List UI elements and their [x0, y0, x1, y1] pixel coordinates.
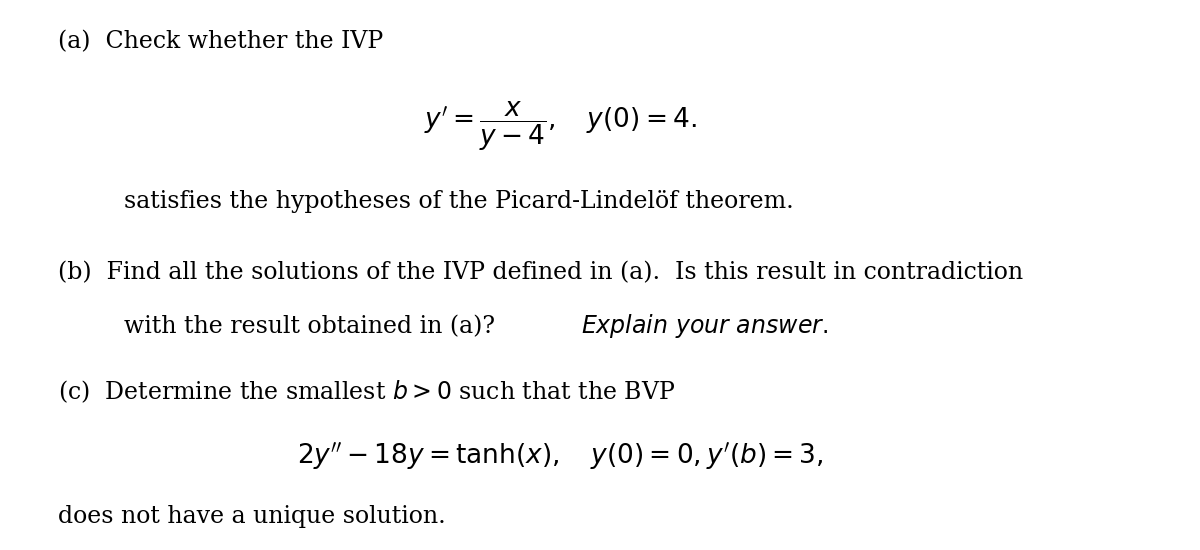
Text: (b)  Find all the solutions of the IVP defined in (a).  Is this result in contra: (b) Find all the solutions of the IVP de… [58, 261, 1022, 284]
Text: (a)  Check whether the IVP: (a) Check whether the IVP [58, 31, 383, 53]
Text: (c)  Determine the smallest $b > 0$ such that the BVP: (c) Determine the smallest $b > 0$ such … [58, 378, 674, 405]
Text: does not have a unique solution.: does not have a unique solution. [58, 504, 445, 527]
Text: with the result obtained in (a)?: with the result obtained in (a)? [125, 315, 503, 338]
Text: $2y'' - 18y = \tanh(x), \quad y(0) = 0, y'(b) = 3,$: $2y'' - 18y = \tanh(x), \quad y(0) = 0, … [296, 441, 823, 472]
Text: satisfies the hypotheses of the Picard-Lindelöf theorem.: satisfies the hypotheses of the Picard-L… [125, 190, 794, 213]
Text: $y' = \dfrac{x}{y-4}, \quad y(0) = 4.$: $y' = \dfrac{x}{y-4}, \quad y(0) = 4.$ [424, 100, 696, 153]
Text: $\mathit{Explain\ your\ answer.}$: $\mathit{Explain\ your\ answer.}$ [581, 312, 828, 340]
